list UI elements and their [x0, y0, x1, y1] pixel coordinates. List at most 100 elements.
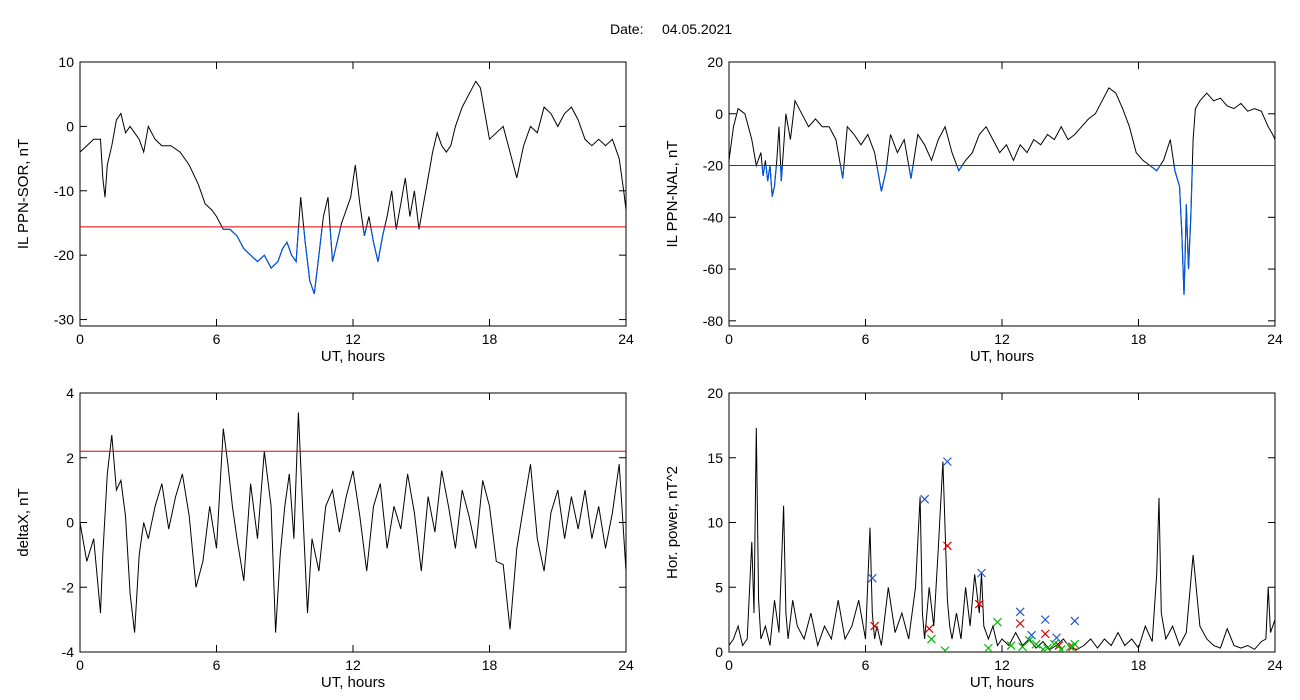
- y-tick-label: 4: [66, 385, 74, 401]
- plot-frame: [79, 392, 627, 653]
- marker-stroke-b: [1043, 643, 1052, 652]
- panel-horizontal-power: 0 6 12 18 24 0 5 10 15 20 UT, hours Hor. power, nT^…: [664, 385, 1283, 691]
- plot-data: [729, 427, 1275, 652]
- x-tick-label: 24: [1267, 657, 1283, 673]
- y-tick-label: -30: [54, 312, 74, 328]
- blue-x-marker: [1070, 616, 1080, 626]
- green-x-marker: [940, 646, 950, 652]
- series-line-below-threshold: [221, 226, 421, 294]
- marker-stroke-b: [942, 646, 950, 652]
- x-tick-label: 12: [345, 657, 361, 673]
- marker-stroke-b: [974, 599, 984, 609]
- plot-data: [80, 80, 626, 294]
- marker-stroke-b: [983, 643, 993, 652]
- blue-x-marker: [1027, 630, 1036, 640]
- blue-x-marker: [867, 573, 877, 583]
- marker-stroke-b: [993, 617, 1002, 627]
- red-x-marker: [1040, 629, 1050, 639]
- marker-stroke-b: [1070, 616, 1080, 626]
- green-x-marker: [927, 634, 936, 644]
- series-line-below-threshold: [755, 165, 1193, 295]
- marker-stroke-b: [1070, 639, 1080, 649]
- red-x-marker: [870, 621, 880, 631]
- x-tick-label: 24: [618, 331, 634, 347]
- x-tick-label: 0: [725, 657, 733, 673]
- y-tick-label: -2: [62, 579, 75, 595]
- red-x-marker: [942, 541, 952, 551]
- green-x-marker: [1056, 644, 1066, 652]
- plot-data: [80, 412, 626, 633]
- marker-stroke-b: [920, 494, 930, 504]
- x-tick-label: 18: [1131, 657, 1147, 673]
- marker-stroke-b: [1049, 639, 1059, 649]
- marker-stroke-b: [1027, 630, 1036, 640]
- blue-x-marker: [977, 568, 986, 578]
- panel-il-ppn-sor: 0 6 12 18 24 -30 -20 -10 0 10 UT, hours IL PPN-SOR,…: [15, 54, 634, 365]
- plot-frame: [728, 61, 1276, 327]
- series-line: [729, 87, 1275, 295]
- marker-stroke-b: [1052, 633, 1062, 643]
- marker-stroke-b: [1057, 644, 1066, 652]
- date-value: 04.05.2021: [662, 21, 732, 37]
- panel-il-ppn-nal: 0 6 12 18 24 -80 -60 -40 -20 0 20 UT, hours IL PPN-N…: [664, 54, 1283, 365]
- marker-stroke-b: [1054, 641, 1064, 650]
- x-axis-label: UT, hours: [321, 674, 385, 691]
- plot-data: [729, 87, 1275, 295]
- green-x-marker: [983, 643, 993, 652]
- x-tick-label: 12: [994, 331, 1010, 347]
- y-tick-label: -10: [54, 183, 74, 199]
- x-axis-label: UT, hours: [970, 348, 1034, 365]
- marker-stroke-b: [927, 634, 936, 644]
- y-tick-label: 0: [715, 644, 723, 660]
- x-tick-label: 18: [482, 657, 498, 673]
- green-x-marker: [1070, 639, 1080, 649]
- green-x-marker: [1043, 643, 1052, 652]
- y-axis-label: IL PPN-SOR, nT: [15, 139, 32, 249]
- y-tick-label: 2: [66, 450, 74, 466]
- series-line: [80, 412, 626, 633]
- series-line: [729, 427, 1275, 651]
- x-tick-label: 6: [862, 657, 870, 673]
- blue-x-marker: [1040, 615, 1050, 625]
- x-tick-label: 6: [213, 331, 221, 347]
- y-tick-label: -20: [54, 247, 74, 263]
- y-tick-label: 0: [66, 515, 74, 531]
- y-tick-label: 20: [707, 385, 723, 401]
- y-tick-label: 5: [715, 579, 723, 595]
- red-x-marker: [1015, 619, 1025, 628]
- x-tick-label: 24: [1267, 331, 1283, 347]
- green-x-marker: [993, 617, 1002, 627]
- y-tick-label: -40: [703, 209, 723, 225]
- x-tick-label: 18: [482, 331, 498, 347]
- x-axis-label: UT, hours: [970, 674, 1034, 691]
- marker-stroke-b: [1040, 629, 1050, 639]
- y-tick-label: 15: [707, 450, 723, 466]
- marker-stroke-b: [942, 457, 952, 467]
- marker-stroke-b: [1031, 639, 1041, 649]
- marker-stroke-b: [1065, 642, 1075, 652]
- y-tick-label: 10: [58, 54, 74, 70]
- x-tick-label: 24: [618, 657, 634, 673]
- blue-x-marker: [1052, 633, 1062, 643]
- plot-frame: [79, 61, 627, 327]
- series-line: [80, 80, 626, 294]
- marker-stroke-b: [1024, 635, 1034, 645]
- marker-stroke-b: [1040, 615, 1050, 625]
- blue-x-marker: [1015, 607, 1025, 617]
- green-x-marker: [1065, 642, 1075, 652]
- marker-stroke-b: [1015, 607, 1025, 617]
- x-tick-label: 6: [213, 657, 221, 673]
- x-tick-label: 6: [862, 331, 870, 347]
- marker-stroke-b: [1015, 619, 1025, 628]
- y-tick-label: -4: [62, 644, 75, 660]
- x-axis-label: UT, hours: [321, 348, 385, 365]
- marker-stroke-b: [1006, 641, 1016, 650]
- red-x-marker: [924, 624, 934, 634]
- marker-stroke-b: [867, 573, 877, 583]
- date-label: Date:: [610, 21, 643, 37]
- y-tick-label: -20: [703, 158, 723, 174]
- marker-stroke-b: [942, 541, 952, 551]
- red-x-marker: [974, 599, 984, 609]
